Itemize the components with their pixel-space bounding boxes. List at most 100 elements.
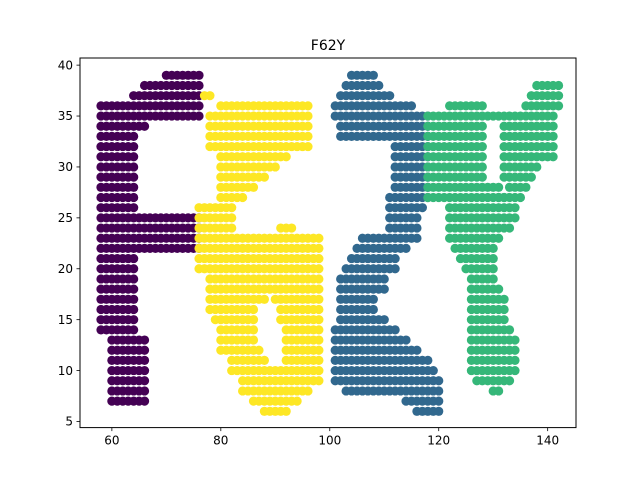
data-point <box>314 345 324 355</box>
data-point <box>139 365 150 376</box>
data-point <box>548 111 558 121</box>
x-tick-label: 140 <box>536 434 559 448</box>
data-point <box>477 172 487 182</box>
data-point <box>526 172 536 182</box>
y-tick-label: 5 <box>65 415 73 429</box>
data-point <box>412 345 422 355</box>
plot-frame <box>79 57 577 429</box>
series-3 <box>194 91 324 416</box>
data-point <box>428 365 438 376</box>
data-point <box>390 325 400 335</box>
data-point <box>129 264 139 274</box>
data-point <box>553 80 564 91</box>
data-point <box>270 162 280 172</box>
y-axis: 5 10 15 20 25 30 35 40 <box>58 58 80 429</box>
data-point <box>194 101 204 111</box>
data-point <box>129 162 139 172</box>
data-point <box>412 213 422 223</box>
x-tick-label: 120 <box>427 434 450 448</box>
data-point <box>314 233 324 243</box>
data-point <box>504 376 515 386</box>
data-point <box>385 91 395 101</box>
data-point <box>303 101 313 111</box>
data-point <box>227 203 237 213</box>
y-tick-label: 15 <box>58 313 73 327</box>
data-point <box>510 355 520 365</box>
data-point <box>548 141 558 152</box>
data-point <box>194 111 204 121</box>
data-point <box>129 294 139 304</box>
x-tick-label: 60 <box>104 434 119 448</box>
data-point <box>477 141 487 152</box>
x-axis: 60 80 100 120 140 <box>104 427 559 448</box>
data-point <box>292 396 302 406</box>
data-point <box>494 233 504 243</box>
data-point <box>238 192 248 203</box>
data-point <box>281 406 291 416</box>
y-tick-label: 25 <box>58 211 73 225</box>
data-point <box>129 182 139 192</box>
data-point <box>488 264 498 274</box>
data-point <box>368 294 378 304</box>
series-0 <box>96 70 204 406</box>
data-point <box>401 243 411 253</box>
data-point <box>368 304 378 315</box>
data-point <box>259 355 269 365</box>
data-point <box>259 294 269 304</box>
data-point <box>477 152 487 162</box>
data-point <box>494 182 504 192</box>
data-point <box>227 223 237 233</box>
data-point <box>379 315 389 325</box>
data-point <box>129 152 139 162</box>
data-point <box>314 376 324 386</box>
data-point <box>368 70 378 80</box>
data-point <box>504 223 515 233</box>
data-point <box>504 325 515 335</box>
y-tick-label: 40 <box>58 58 73 72</box>
data-point <box>390 253 400 264</box>
data-point <box>477 121 487 131</box>
data-point <box>303 111 313 121</box>
data-point <box>510 203 520 213</box>
data-point <box>139 345 150 355</box>
data-point <box>248 335 259 345</box>
data-point <box>314 253 324 264</box>
data-point <box>477 101 487 111</box>
data-point <box>499 294 509 304</box>
data-point <box>314 243 324 253</box>
data-point <box>434 396 444 406</box>
data-point <box>412 223 422 233</box>
data-point <box>129 284 139 294</box>
series-1 <box>330 70 444 416</box>
data-point <box>314 294 324 304</box>
data-point <box>129 253 139 264</box>
data-point <box>494 386 504 396</box>
data-point <box>499 315 509 325</box>
data-point <box>287 223 297 233</box>
data-point <box>510 335 520 345</box>
data-point <box>139 355 150 365</box>
data-point <box>374 80 384 91</box>
data-point <box>423 355 433 365</box>
data-point <box>303 121 313 131</box>
data-point <box>129 315 139 325</box>
data-point <box>303 131 313 141</box>
data-point <box>488 274 498 284</box>
data-point <box>477 131 487 141</box>
data-point <box>515 192 526 203</box>
data-point <box>434 386 444 396</box>
data-point <box>129 141 139 152</box>
data-point <box>488 243 498 253</box>
data-point <box>194 80 204 91</box>
data-point <box>434 376 444 386</box>
data-point <box>139 396 150 406</box>
data-point <box>314 365 324 376</box>
data-point <box>406 101 417 111</box>
data-point <box>548 121 558 131</box>
data-point <box>314 284 324 294</box>
data-point <box>548 152 558 162</box>
data-point <box>129 274 139 284</box>
data-point <box>314 355 324 365</box>
